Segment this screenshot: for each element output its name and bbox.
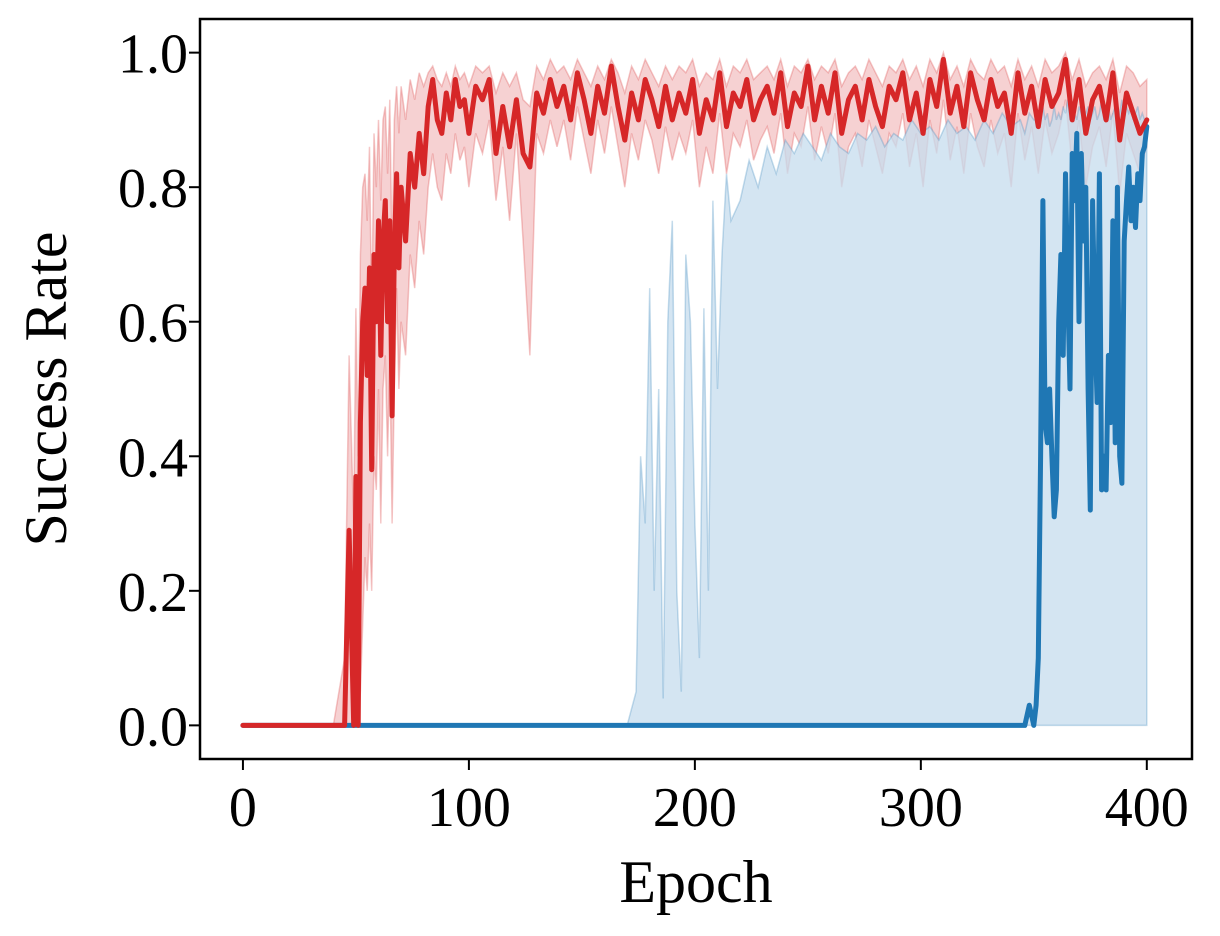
y-axis-label: Success Rate bbox=[13, 232, 79, 547]
y-tick-label: 0.4 bbox=[118, 427, 188, 489]
y-tick-label: 0.8 bbox=[118, 158, 188, 220]
plot-frame bbox=[198, 17, 1194, 761]
series-1-line bbox=[240, 56, 1150, 728]
series-2-line bbox=[240, 124, 1150, 728]
confidence-bands bbox=[242, 49, 1148, 727]
x-tick-label: 300 bbox=[879, 777, 963, 839]
y-tick-label: 0.0 bbox=[118, 696, 188, 758]
y-tick-label: 1.0 bbox=[118, 24, 188, 86]
x-tick-label: 0 bbox=[229, 777, 257, 839]
y-tick-label: 0.6 bbox=[118, 293, 188, 355]
x-tick-label: 100 bbox=[427, 777, 511, 839]
x-tick-label: 400 bbox=[1105, 777, 1189, 839]
x-tick-label: 200 bbox=[653, 777, 737, 839]
x-axis-label: Epoch bbox=[619, 849, 772, 915]
y-tick-label: 0.2 bbox=[118, 562, 188, 624]
axis-ticks: 0 100 200 300 400 0.0 0.2 0.4 0.6 0.8 1.0 bbox=[118, 24, 1189, 839]
mean-lines bbox=[240, 56, 1150, 728]
